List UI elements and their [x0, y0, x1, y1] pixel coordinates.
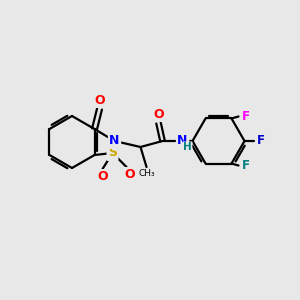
Text: N: N — [177, 134, 188, 148]
Text: O: O — [97, 170, 108, 184]
Text: S: S — [108, 146, 117, 160]
Text: CH₃: CH₃ — [138, 169, 155, 178]
Text: F: F — [242, 159, 250, 172]
Text: F: F — [256, 134, 265, 148]
Text: F: F — [242, 110, 250, 123]
Text: N: N — [109, 134, 120, 148]
Text: O: O — [124, 169, 135, 182]
Text: O: O — [94, 94, 105, 106]
Text: H: H — [183, 142, 192, 152]
Text: O: O — [153, 107, 164, 121]
